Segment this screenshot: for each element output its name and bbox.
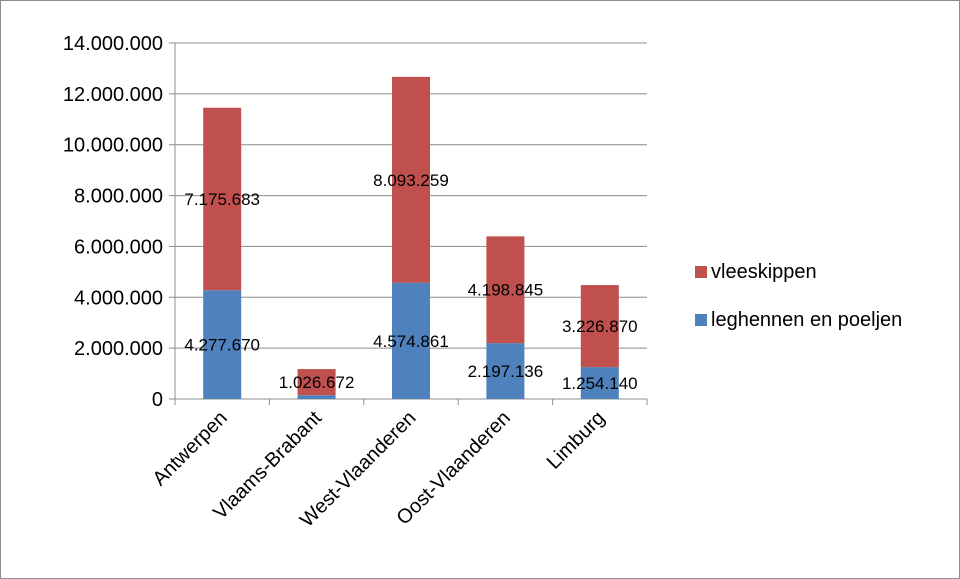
legend-swatch	[695, 266, 707, 278]
data-label: 7.175.683	[184, 190, 260, 209]
data-label: 8.093.259	[373, 171, 449, 190]
y-tick-label: 2.000.000	[74, 338, 163, 360]
bar-segment	[580, 285, 619, 368]
x-category-label: Antwerpen	[149, 407, 232, 490]
y-tick-label: 12.000.000	[63, 84, 163, 106]
bar-segment	[392, 76, 430, 283]
bar-segment	[392, 282, 430, 399]
data-label: 2.197.136	[468, 362, 544, 381]
legend-label: leghennen en poeljen	[711, 309, 902, 331]
y-tick-label: 14.000.000	[63, 33, 163, 55]
bar-segment	[580, 367, 619, 399]
bar-segment	[486, 343, 525, 399]
x-category-label: Limburg	[543, 407, 610, 474]
data-label: 1.026.672	[279, 373, 355, 392]
y-tick-label: 10.000.000	[63, 135, 163, 157]
data-label: 4.198.845	[468, 281, 544, 300]
legend-label: vleeskippen	[711, 261, 817, 283]
bar-segment	[486, 236, 525, 344]
y-tick-label: 4.000.000	[74, 287, 163, 309]
y-tick-label: 0	[152, 389, 163, 411]
data-label: 3.226.870	[562, 317, 638, 336]
bar-segment	[297, 369, 336, 396]
data-label: 4.574.861	[373, 332, 449, 351]
bar-segment	[203, 107, 242, 291]
bar-segment	[297, 395, 336, 399]
data-label: 1.254.140	[562, 374, 638, 393]
y-tick-label: 6.000.000	[74, 236, 163, 258]
data-label: 4.277.670	[184, 336, 260, 355]
legend-swatch	[695, 314, 707, 326]
bar-segment	[203, 290, 242, 399]
y-tick-label: 8.000.000	[74, 186, 163, 208]
